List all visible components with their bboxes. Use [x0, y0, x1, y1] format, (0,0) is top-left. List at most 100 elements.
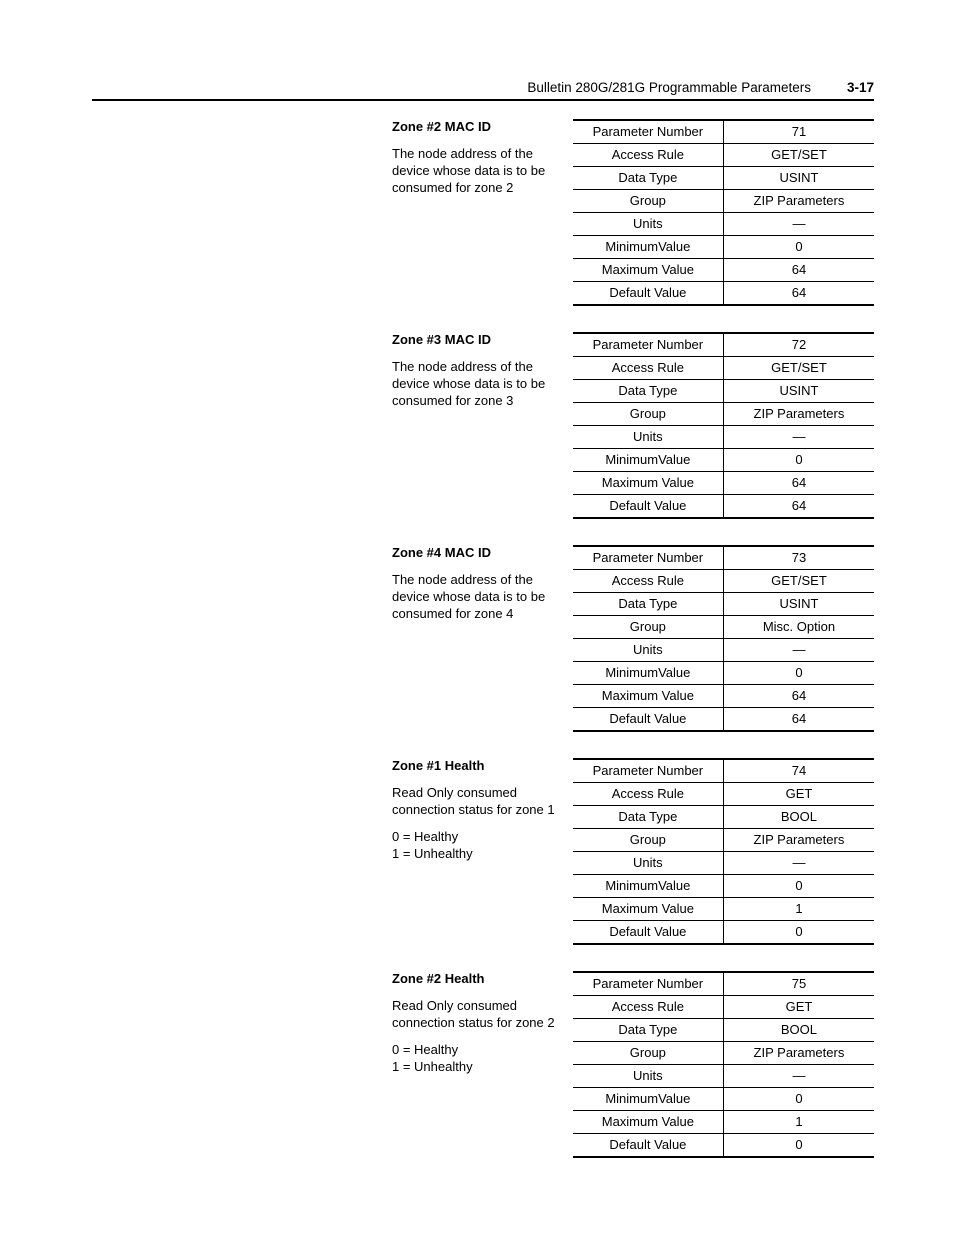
parameter-block: Zone #3 MAC IDThe node address of the de…: [392, 332, 874, 519]
table-cell-value: BOOL: [723, 1019, 874, 1042]
table-row: Units—: [573, 639, 874, 662]
parameter-title: Zone #4 MAC ID: [392, 545, 565, 562]
parameter-description-text: Read Only consumed connection status for…: [392, 785, 565, 819]
table-cell-label: MinimumValue: [573, 449, 724, 472]
table-row: GroupZIP Parameters: [573, 403, 874, 426]
table-cell-label: Data Type: [573, 380, 724, 403]
parameter-table: Parameter Number75Access RuleGETData Typ…: [573, 971, 874, 1158]
table-cell-label: Default Value: [573, 1134, 724, 1158]
table-cell-label: Default Value: [573, 921, 724, 945]
table-cell-value: —: [723, 639, 874, 662]
header-page-number: 3-17: [847, 80, 874, 95]
table-row: MinimumValue0: [573, 236, 874, 259]
table-row: Access RuleGET/SET: [573, 144, 874, 167]
table-cell-label: Maximum Value: [573, 1111, 724, 1134]
table-cell-label: Units: [573, 852, 724, 875]
table-row: Units—: [573, 1065, 874, 1088]
table-row: Maximum Value64: [573, 685, 874, 708]
table-cell-label: Group: [573, 1042, 724, 1065]
table-cell-label: Access Rule: [573, 996, 724, 1019]
parameter-description-text: The node address of the device whose dat…: [392, 146, 565, 197]
parameter-title: Zone #2 Health: [392, 971, 565, 988]
table-cell-label: Data Type: [573, 167, 724, 190]
parameter-enum-line: 0 = Healthy: [392, 829, 565, 846]
table-row: GroupZIP Parameters: [573, 1042, 874, 1065]
table-cell-label: Group: [573, 829, 724, 852]
table-row: MinimumValue0: [573, 1088, 874, 1111]
table-cell-label: Data Type: [573, 593, 724, 616]
table-row: Maximum Value1: [573, 898, 874, 921]
table-row: MinimumValue0: [573, 875, 874, 898]
parameter-description-text: The node address of the device whose dat…: [392, 572, 565, 623]
table-cell-value: USINT: [723, 593, 874, 616]
table-cell-value: USINT: [723, 167, 874, 190]
table-cell-value: 64: [723, 685, 874, 708]
parameter-block: Zone #2 MAC ID The node address of the de…: [392, 119, 874, 306]
table-cell-value: 71: [723, 120, 874, 144]
table-cell-value: 0: [723, 449, 874, 472]
table-cell-value: 1: [723, 1111, 874, 1134]
parameter-table: Parameter Number73Access RuleGET/SETData…: [573, 545, 874, 732]
table-cell-value: 64: [723, 282, 874, 306]
parameter-description: Zone #1 HealthRead Only consumed connect…: [392, 758, 573, 945]
table-cell-label: Maximum Value: [573, 685, 724, 708]
parameter-enum-line: 1 = Unhealthy: [392, 846, 565, 863]
table-cell-label: MinimumValue: [573, 662, 724, 685]
parameter-table: Parameter Number71Access RuleGET/SETData…: [573, 119, 874, 306]
table-cell-value: GET/SET: [723, 570, 874, 593]
table-cell-value: 0: [723, 236, 874, 259]
table-cell-value: 75: [723, 972, 874, 996]
table-cell-label: Default Value: [573, 708, 724, 732]
table-cell-label: Parameter Number: [573, 972, 724, 996]
table-row: Data TypeUSINT: [573, 593, 874, 616]
table-cell-value: ZIP Parameters: [723, 190, 874, 213]
table-cell-value: GET/SET: [723, 357, 874, 380]
table-row: Default Value0: [573, 1134, 874, 1158]
table-cell-value: 0: [723, 921, 874, 945]
table-row: Maximum Value64: [573, 472, 874, 495]
table-cell-value: 0: [723, 1134, 874, 1158]
table-cell-label: Access Rule: [573, 570, 724, 593]
table-cell-value: GET/SET: [723, 144, 874, 167]
table-cell-label: MinimumValue: [573, 1088, 724, 1111]
table-cell-label: Maximum Value: [573, 472, 724, 495]
table-cell-value: —: [723, 213, 874, 236]
parameter-blocks: Zone #2 MAC ID The node address of the de…: [92, 119, 874, 1158]
table-cell-label: Data Type: [573, 1019, 724, 1042]
table-cell-value: ZIP Parameters: [723, 1042, 874, 1065]
table-cell-value: BOOL: [723, 806, 874, 829]
table-row: Access RuleGET/SET: [573, 570, 874, 593]
table-cell-value: 64: [723, 708, 874, 732]
parameter-title: Zone #2 MAC ID: [392, 119, 565, 136]
table-cell-value: 0: [723, 875, 874, 898]
table-row: Default Value64: [573, 495, 874, 519]
table-cell-label: Default Value: [573, 495, 724, 519]
table-cell-value: 64: [723, 495, 874, 519]
table-cell-label: Group: [573, 616, 724, 639]
parameter-enum-line: 0 = Healthy: [392, 1042, 565, 1059]
table-cell-label: Default Value: [573, 282, 724, 306]
table-cell-value: ZIP Parameters: [723, 829, 874, 852]
table-cell-value: 73: [723, 546, 874, 570]
table-row: Units—: [573, 852, 874, 875]
table-row: Units—: [573, 213, 874, 236]
parameter-extra-text: 0 = Healthy1 = Unhealthy: [392, 1042, 565, 1076]
table-cell-value: USINT: [723, 380, 874, 403]
table-cell-label: Parameter Number: [573, 120, 724, 144]
table-row: GroupZIP Parameters: [573, 829, 874, 852]
parameter-block: Zone #1 HealthRead Only consumed connect…: [392, 758, 874, 945]
table-cell-value: 1: [723, 898, 874, 921]
table-cell-value: Misc. Option: [723, 616, 874, 639]
page: Bulletin 280G/281G Programmable Paramete…: [0, 0, 954, 1224]
table-cell-value: 0: [723, 662, 874, 685]
table-row: Data TypeBOOL: [573, 806, 874, 829]
parameter-description: Zone #4 MAC ID The node address of the de…: [392, 545, 573, 732]
parameter-table: Parameter Number72Access RuleGET/SETData…: [573, 332, 874, 519]
parameter-block: Zone #2 HealthRead Only consumed connect…: [392, 971, 874, 1158]
table-cell-label: Parameter Number: [573, 333, 724, 357]
table-cell-value: ZIP Parameters: [723, 403, 874, 426]
table-cell-label: Group: [573, 403, 724, 426]
table-row: Default Value64: [573, 708, 874, 732]
table-cell-label: Units: [573, 1065, 724, 1088]
table-cell-label: Units: [573, 426, 724, 449]
